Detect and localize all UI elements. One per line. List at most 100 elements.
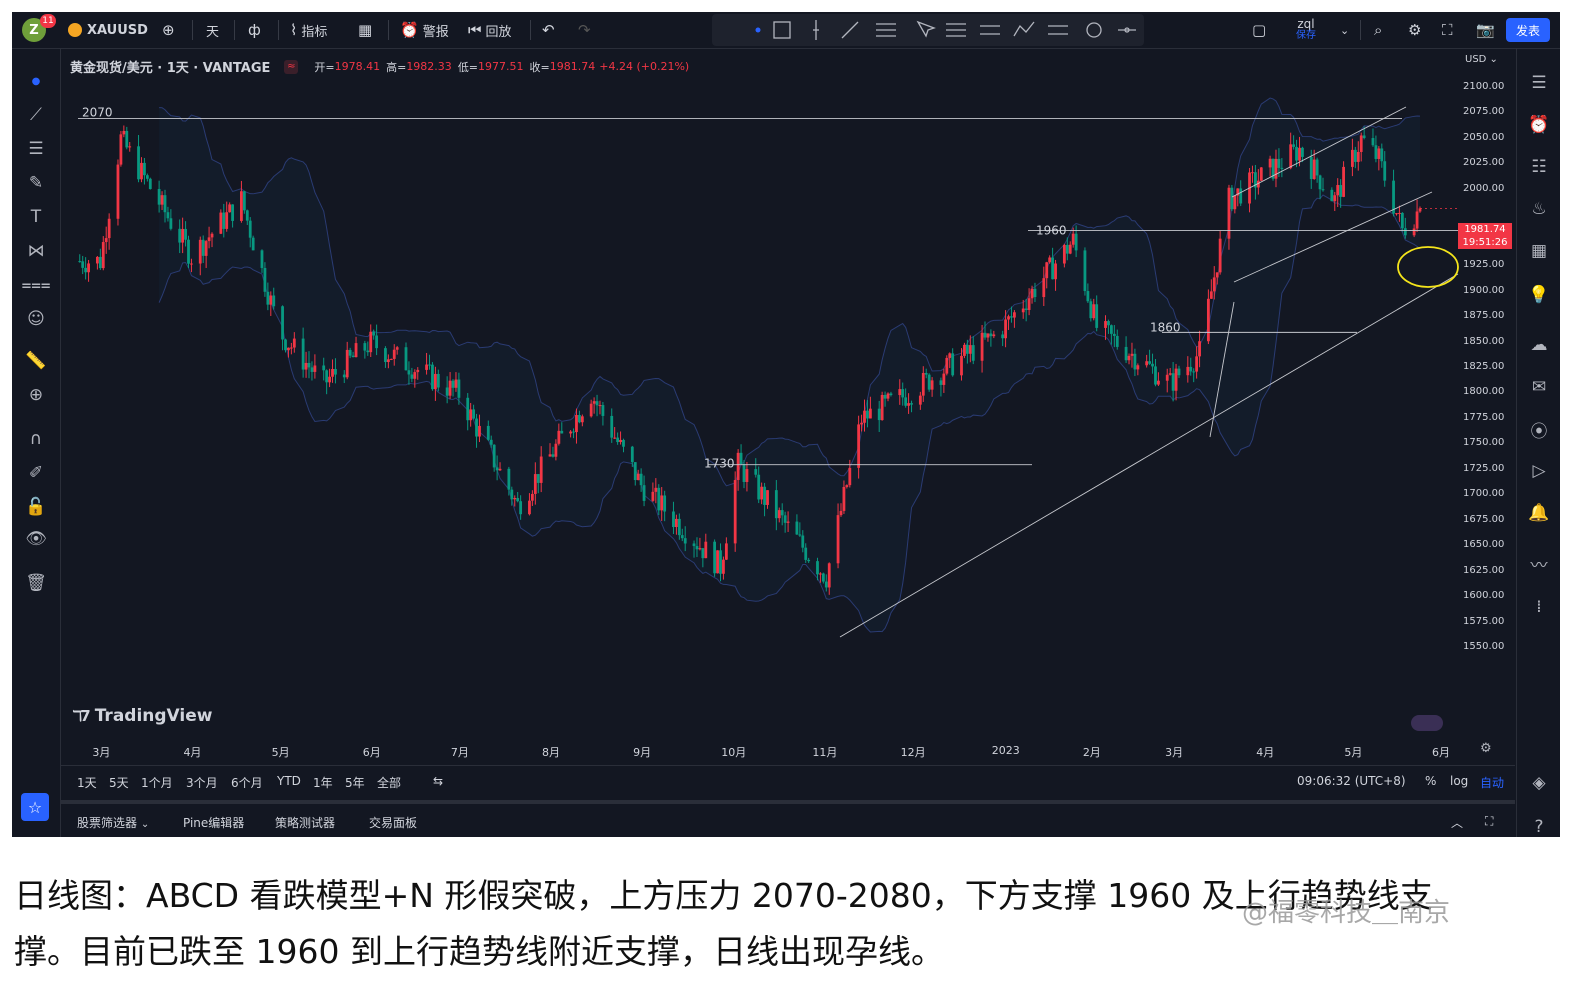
messages-button[interactable]: ✉ <box>1527 375 1551 399</box>
alarm-icon: ⏰ <box>1528 115 1550 135</box>
zoom-tool[interactable]: ⊕ <box>24 383 48 407</box>
interval-button[interactable]: 天 <box>206 12 219 48</box>
clock-display[interactable]: 09:06:32 (UTC+8) <box>1297 774 1406 788</box>
icon-tool[interactable]: ☺ <box>24 307 48 331</box>
lock-drawings-tool[interactable]: 🔓 <box>24 495 48 519</box>
range-5y[interactable]: 5年 <box>345 776 365 790</box>
indicators-button[interactable]: ⌇ 指标 <box>290 12 327 48</box>
candle-body <box>140 162 143 180</box>
auto-toggle[interactable]: 自动 <box>1480 776 1505 790</box>
trading-button[interactable]: 〰 <box>1527 551 1551 576</box>
alerts-button[interactable]: ⏰ 警报 <box>400 12 449 48</box>
publish-button[interactable]: 发表 <box>1506 18 1550 42</box>
tab-strategy-tester[interactable]: 策略测试器 <box>275 816 336 830</box>
stay-drawing-tool[interactable]: ✐ <box>24 461 48 485</box>
cloud-chat-icon: ☁ <box>1530 335 1548 355</box>
range-1y[interactable]: 1年 <box>313 776 333 790</box>
axis-settings-button[interactable]: ⚙ <box>1480 741 1492 756</box>
candle-body <box>1336 185 1340 196</box>
help-button[interactable]: ? <box>1527 815 1551 837</box>
range-1d[interactable]: 1天 <box>77 776 97 790</box>
candle-body <box>1392 180 1395 214</box>
magnet-icon: ∩ <box>29 429 43 449</box>
trendline-tool[interactable]: ⟋ <box>24 103 48 127</box>
maximize-panel-button[interactable]: ⛶ <box>1485 814 1493 829</box>
candle-body <box>845 485 849 487</box>
range-1m[interactable]: 1个月 <box>141 776 173 790</box>
events-flag-icon[interactable] <box>1411 715 1443 731</box>
notifications-button[interactable]: 🔔 <box>1527 501 1551 525</box>
range-3m[interactable]: 3个月 <box>186 776 218 790</box>
favorites-button[interactable]: ☆ <box>21 793 49 821</box>
compare-symbol-button[interactable]: ⊕ <box>162 12 179 48</box>
object-tree-button[interactable]: ☷ <box>1527 155 1551 179</box>
chart-type-button[interactable]: ф <box>248 12 265 48</box>
magnet-tool[interactable]: ∩ <box>24 427 48 451</box>
hotlist-button[interactable]: ♨ <box>1527 197 1551 221</box>
percent-toggle[interactable]: % <box>1425 774 1437 788</box>
calendar-button[interactable]: ▦ <box>1527 239 1551 263</box>
search-button[interactable]: ⌕ <box>1374 12 1386 48</box>
high-key: 高= <box>386 60 407 74</box>
layers-button[interactable]: ◈ <box>1527 771 1551 795</box>
range-6m[interactable]: 6个月 <box>231 776 263 790</box>
candle-body <box>201 239 205 256</box>
candle-body <box>1071 233 1075 245</box>
save-dropdown[interactable]: ⌄ <box>1340 12 1353 48</box>
text-tool[interactable]: T <box>24 205 48 229</box>
candle-body <box>301 338 305 370</box>
alerts-panel-button[interactable]: ⏰ <box>1527 113 1551 137</box>
brush-tool[interactable]: ✎ <box>24 171 48 195</box>
range-ytd[interactable]: YTD <box>277 774 301 788</box>
fullscreen-button[interactable]: ⛶ <box>1442 12 1457 48</box>
dom-button[interactable]: ⁞ <box>1527 595 1551 619</box>
candle-body <box>1212 277 1216 292</box>
goto-date-button[interactable]: ⇆ <box>433 774 443 788</box>
channel-lower-line[interactable] <box>1233 191 1433 283</box>
watchlist-button[interactable]: ☰ <box>1527 71 1551 95</box>
candle-body <box>630 446 634 463</box>
legend-title[interactable]: 黄金现货/美元 · 1天 · VANTAGE <box>70 61 271 76</box>
chevron-down-icon: ⌄ <box>1340 23 1350 37</box>
currency-selector[interactable]: USD ⌄ <box>1465 54 1498 65</box>
range-all[interactable]: 全部 <box>377 776 402 790</box>
log-toggle[interactable]: log <box>1450 774 1469 788</box>
candle-body <box>824 581 828 588</box>
candle-body <box>425 364 428 370</box>
collapse-panel-button[interactable]: ︿ <box>1451 814 1463 831</box>
prediction-tool[interactable]: ⩶ <box>21 273 50 297</box>
hide-drawings-tool[interactable]: 👁 <box>24 527 48 551</box>
measure-tool[interactable]: 📏 <box>24 349 48 373</box>
streams-button[interactable]: ⦿ <box>1527 417 1551 442</box>
candle-body <box>1254 172 1257 188</box>
crosshair-tool[interactable]: ● <box>24 69 48 93</box>
channel-upper-line[interactable] <box>1231 106 1407 198</box>
chats-button[interactable]: ☁ <box>1527 333 1551 357</box>
tab-trading-panel[interactable]: 交易面板 <box>369 816 418 830</box>
highlight-circle[interactable] <box>1397 246 1459 288</box>
lightbulb-icon: 💡 <box>1528 285 1550 305</box>
rising-trendline[interactable] <box>839 273 1459 638</box>
ideas-button[interactable]: 💡 <box>1527 283 1551 307</box>
fib-tool[interactable]: ☰ <box>24 137 48 161</box>
snapshot-button[interactable]: 📷 <box>1476 12 1499 48</box>
tab-pine-editor[interactable]: Pine编辑器 <box>183 816 245 830</box>
candle-body <box>992 334 996 337</box>
settings-button[interactable]: ⚙ <box>1408 12 1425 48</box>
candle-body <box>184 228 187 240</box>
symbol-search[interactable]: XAUUSD <box>68 12 148 48</box>
pattern-tool[interactable]: ⋈ <box>24 239 48 263</box>
remove-drawings-tool[interactable]: 🗑 <box>24 571 48 595</box>
price-chart[interactable]: 2070 1960 1860 1730 <box>61 49 1515 734</box>
templates-button[interactable]: ▦ <box>358 12 376 48</box>
n-pattern-leg[interactable] <box>1209 301 1235 438</box>
redo-button[interactable]: ↷ <box>578 12 595 48</box>
candle-body <box>610 415 614 438</box>
range-5d[interactable]: 5天 <box>109 776 129 790</box>
tab-stock-screener[interactable]: 股票筛选器 ⌄ <box>77 814 149 831</box>
replay-button[interactable]: ⏮ 回放 <box>468 12 512 48</box>
undo-button[interactable]: ↶ <box>542 12 559 48</box>
live-button[interactable]: ▷ <box>1527 459 1551 483</box>
save-layout-button[interactable]: zql 保存 <box>1296 12 1316 48</box>
layout-button[interactable]: ▢ <box>1252 12 1270 48</box>
